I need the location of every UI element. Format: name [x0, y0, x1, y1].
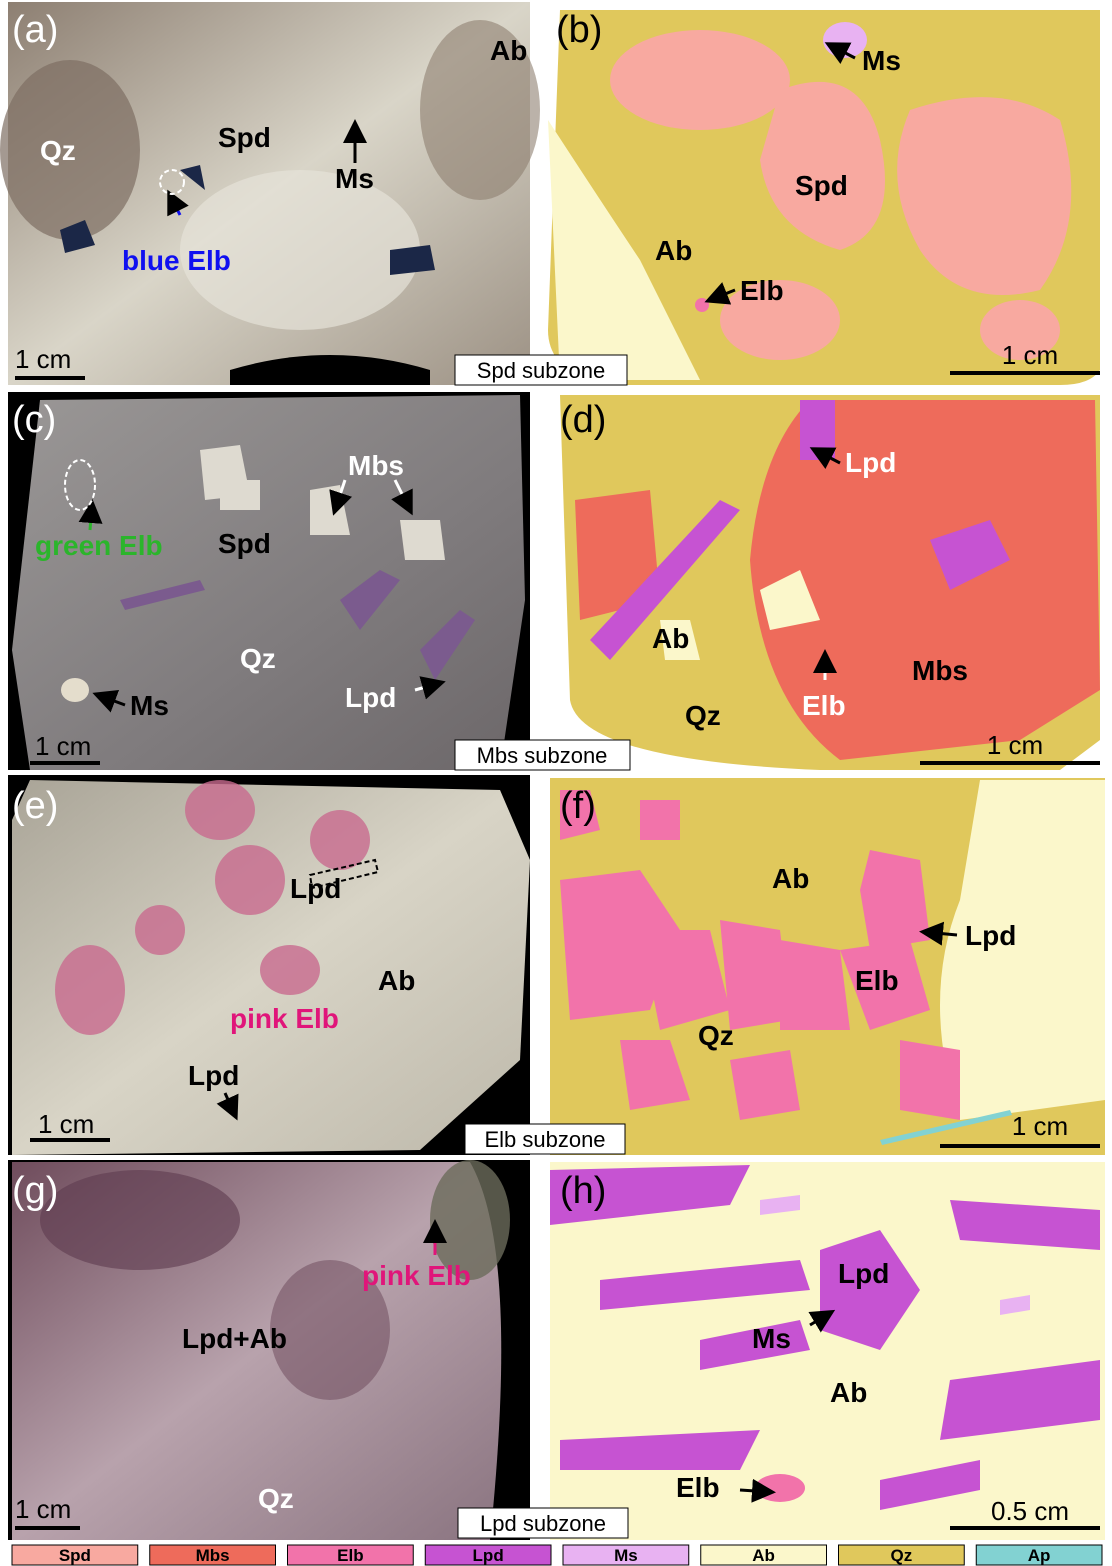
annotation: Ab	[772, 863, 809, 894]
annotation: Elb	[802, 690, 846, 721]
scale-bar-label: 1 cm	[38, 1109, 94, 1139]
panel-label: (c)	[12, 399, 56, 441]
annotation: Ms	[752, 1323, 791, 1354]
panel-label: (e)	[12, 785, 58, 827]
annotation: Ms	[335, 163, 374, 194]
annotation: Qz	[685, 700, 721, 731]
annotation: blue Elb	[122, 245, 231, 276]
panel-label: (a)	[12, 9, 58, 51]
annotation: Ab	[652, 623, 689, 654]
annotation: Qz	[258, 1483, 294, 1514]
annotation: Ms	[130, 690, 169, 721]
annotation: Spd	[218, 528, 271, 559]
legend-label: Ms	[614, 1546, 638, 1565]
annotation: Lpd	[965, 920, 1016, 951]
annotation: Ab	[655, 235, 692, 266]
annotation: Lpd	[290, 873, 341, 904]
panel-label: (b)	[556, 9, 602, 51]
panel-c	[8, 392, 530, 770]
scale-bar-label: 0.5 cm	[991, 1496, 1069, 1526]
subzone-label: Elb subzone	[484, 1127, 605, 1152]
annotation: Mbs	[348, 450, 404, 481]
legend-label: Elb	[337, 1546, 363, 1565]
annotation: green Elb	[35, 530, 163, 561]
annotation: Lpd	[838, 1258, 889, 1289]
annotation: Ms	[862, 45, 901, 76]
annotation: Elb	[740, 275, 784, 306]
figure: (a) Ab Qz Spd Ms blue Elb 1 cm Spd subzo…	[0, 0, 1112, 1566]
legend-label: Mbs	[196, 1546, 230, 1565]
subzone-label: Spd subzone	[477, 358, 605, 383]
subzone-label: Mbs subzone	[477, 743, 608, 768]
annotation: Ab	[490, 35, 527, 66]
legend-item: Ms	[563, 1545, 689, 1565]
legend-item: Elb	[288, 1545, 414, 1565]
annotation: Lpd	[845, 447, 896, 478]
annotation: Spd	[795, 170, 848, 201]
panel-a	[0, 2, 540, 385]
panel-label: (f)	[560, 785, 596, 827]
annotation: Elb	[676, 1472, 720, 1503]
panel-h	[550, 1162, 1105, 1540]
annotation: Qz	[698, 1020, 734, 1051]
scale-bar-label: 1 cm	[15, 1494, 71, 1524]
legend-item: Lpd	[425, 1545, 551, 1565]
legend-label: Qz	[891, 1546, 913, 1565]
legend-item: Ap	[976, 1545, 1102, 1565]
scale-bar-label: 1 cm	[1002, 340, 1058, 370]
subzone-label: Lpd subzone	[480, 1511, 606, 1536]
scale-bar-label: 1 cm	[1012, 1111, 1068, 1141]
panel-e	[8, 775, 530, 1155]
scale-bar-label: 1 cm	[987, 730, 1043, 760]
annotation: Lpd+Ab	[182, 1323, 287, 1354]
panel-label: (g)	[12, 1170, 58, 1212]
legend: Spd Mbs Elb Lpd Ms Ab Qz Ap	[12, 1545, 1102, 1565]
annotation: Ab	[830, 1377, 867, 1408]
scale-bar-label: 1 cm	[35, 731, 91, 761]
legend-item: Qz	[839, 1545, 965, 1565]
legend-label: Spd	[59, 1546, 91, 1565]
annotation: Qz	[240, 643, 276, 674]
legend-label: Ab	[752, 1546, 775, 1565]
annotation: Mbs	[912, 655, 968, 686]
legend-item: Ab	[701, 1545, 827, 1565]
panel-label: (d)	[560, 399, 606, 441]
scale-bar-label: 1 cm	[15, 344, 71, 374]
annotation: pink Elb	[362, 1260, 471, 1291]
panel-label: (h)	[560, 1170, 606, 1212]
legend-label: Lpd	[473, 1546, 504, 1565]
annotation: Lpd	[188, 1060, 239, 1091]
annotation: Ab	[378, 965, 415, 996]
annotation: Qz	[40, 135, 76, 166]
annotation: Spd	[218, 122, 271, 153]
legend-label: Ap	[1028, 1546, 1051, 1565]
legend-item: Mbs	[150, 1545, 276, 1565]
annotation: Elb	[855, 965, 899, 996]
annotation: pink Elb	[230, 1003, 339, 1034]
annotation: Lpd	[345, 682, 396, 713]
panel-f	[550, 778, 1105, 1155]
legend-item: Spd	[12, 1545, 138, 1565]
